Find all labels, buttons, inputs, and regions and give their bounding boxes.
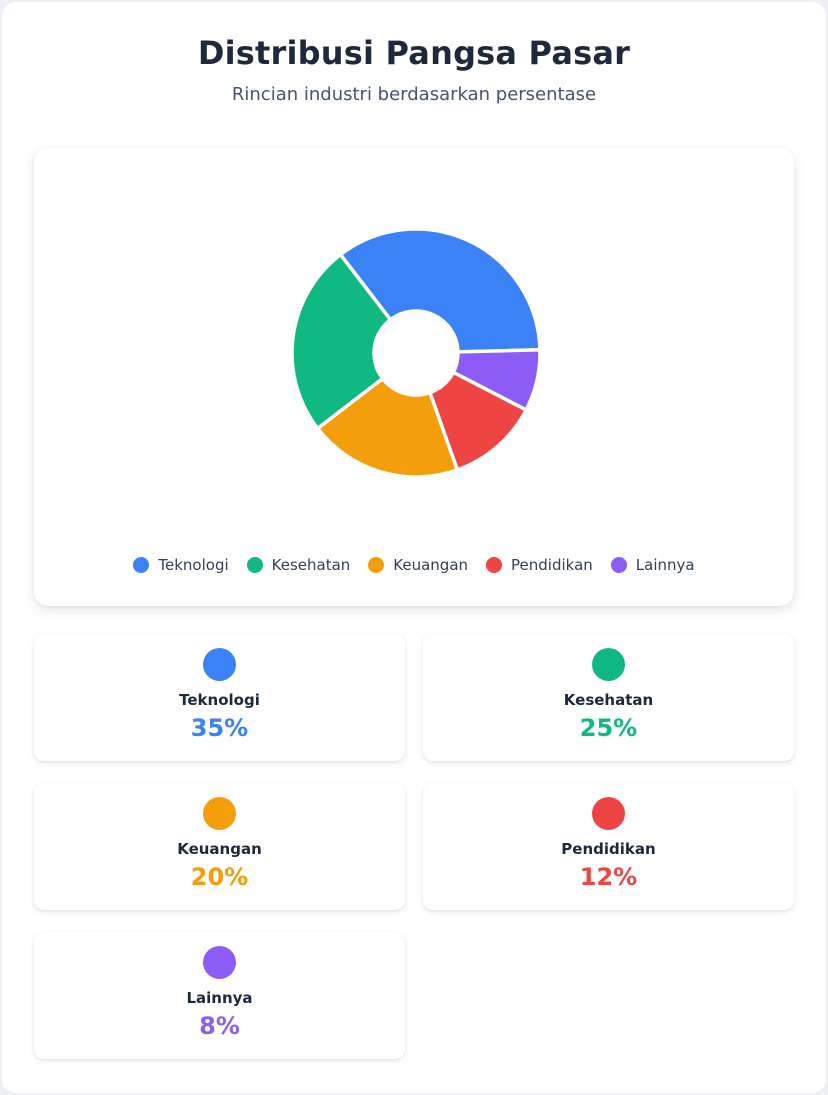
stat-card-lainnya: Lainnya 8% (34, 932, 405, 1059)
legend-item-pendidikan[interactable]: Pendidikan (486, 556, 593, 574)
category-dot-icon (203, 648, 236, 681)
category-dot-icon (592, 648, 625, 681)
stat-name: Teknologi (179, 691, 260, 709)
legend-dot-icon (610, 557, 627, 573)
category-dot-icon (203, 946, 236, 979)
stat-name: Kesehatan (563, 691, 654, 709)
pie-slice-kesehatan[interactable] (290, 252, 393, 431)
stat-card-keuangan: Keuangan 20% (34, 783, 405, 910)
stat-value: 8% (199, 1012, 240, 1040)
stat-name: Keuangan (177, 840, 262, 858)
stat-value: 12% (579, 863, 638, 891)
stat-name: Pendidikan (561, 840, 656, 858)
stat-name: Lainnya (186, 989, 253, 1007)
stat-card-kesehatan: Kesehatan 25% (423, 634, 794, 761)
pie-slice-lainnya[interactable] (451, 348, 542, 412)
page-title: Distribusi Pangsa Pasar (197, 34, 631, 72)
donut-chart (290, 227, 542, 479)
legend-dot-icon (133, 557, 150, 573)
stat-card-pendidikan: Pendidikan 12% (423, 783, 794, 910)
page-subtitle: Rincian industri berdasarkan persentase (231, 84, 597, 105)
legend-dot-icon (368, 557, 385, 573)
stat-value: 25% (579, 714, 638, 742)
legend-item-kesehatan[interactable]: Kesehatan (246, 556, 351, 574)
category-dot-icon (592, 797, 625, 830)
legend-item-lainnya[interactable]: Lainnya (610, 556, 695, 574)
pie-slice-teknologi[interactable] (338, 227, 542, 354)
legend-dot-icon (246, 557, 263, 573)
legend-item-teknologi[interactable]: Teknologi (133, 556, 229, 574)
legend-label: Keuangan (393, 556, 469, 574)
chart-legend: Teknologi Kesehatan Keuangan Pendidikan … (34, 556, 794, 574)
legend-label: Teknologi (158, 556, 229, 574)
legend-label: Kesehatan (271, 556, 351, 574)
legend-dot-icon (486, 557, 503, 573)
stat-value: 35% (190, 714, 249, 742)
stat-value: 20% (190, 863, 249, 891)
legend-label: Lainnya (635, 556, 695, 574)
stat-card-teknologi: Teknologi 35% (34, 634, 405, 761)
pie-slice-pendidikan[interactable] (428, 370, 528, 472)
legend-item-keuangan[interactable]: Keuangan (368, 556, 468, 574)
pie-slice-keuangan[interactable] (315, 376, 460, 479)
legend-label: Pendidikan (511, 556, 593, 574)
category-dot-icon (203, 797, 236, 830)
chart-card: Teknologi Kesehatan Keuangan Pendidikan … (34, 148, 794, 606)
